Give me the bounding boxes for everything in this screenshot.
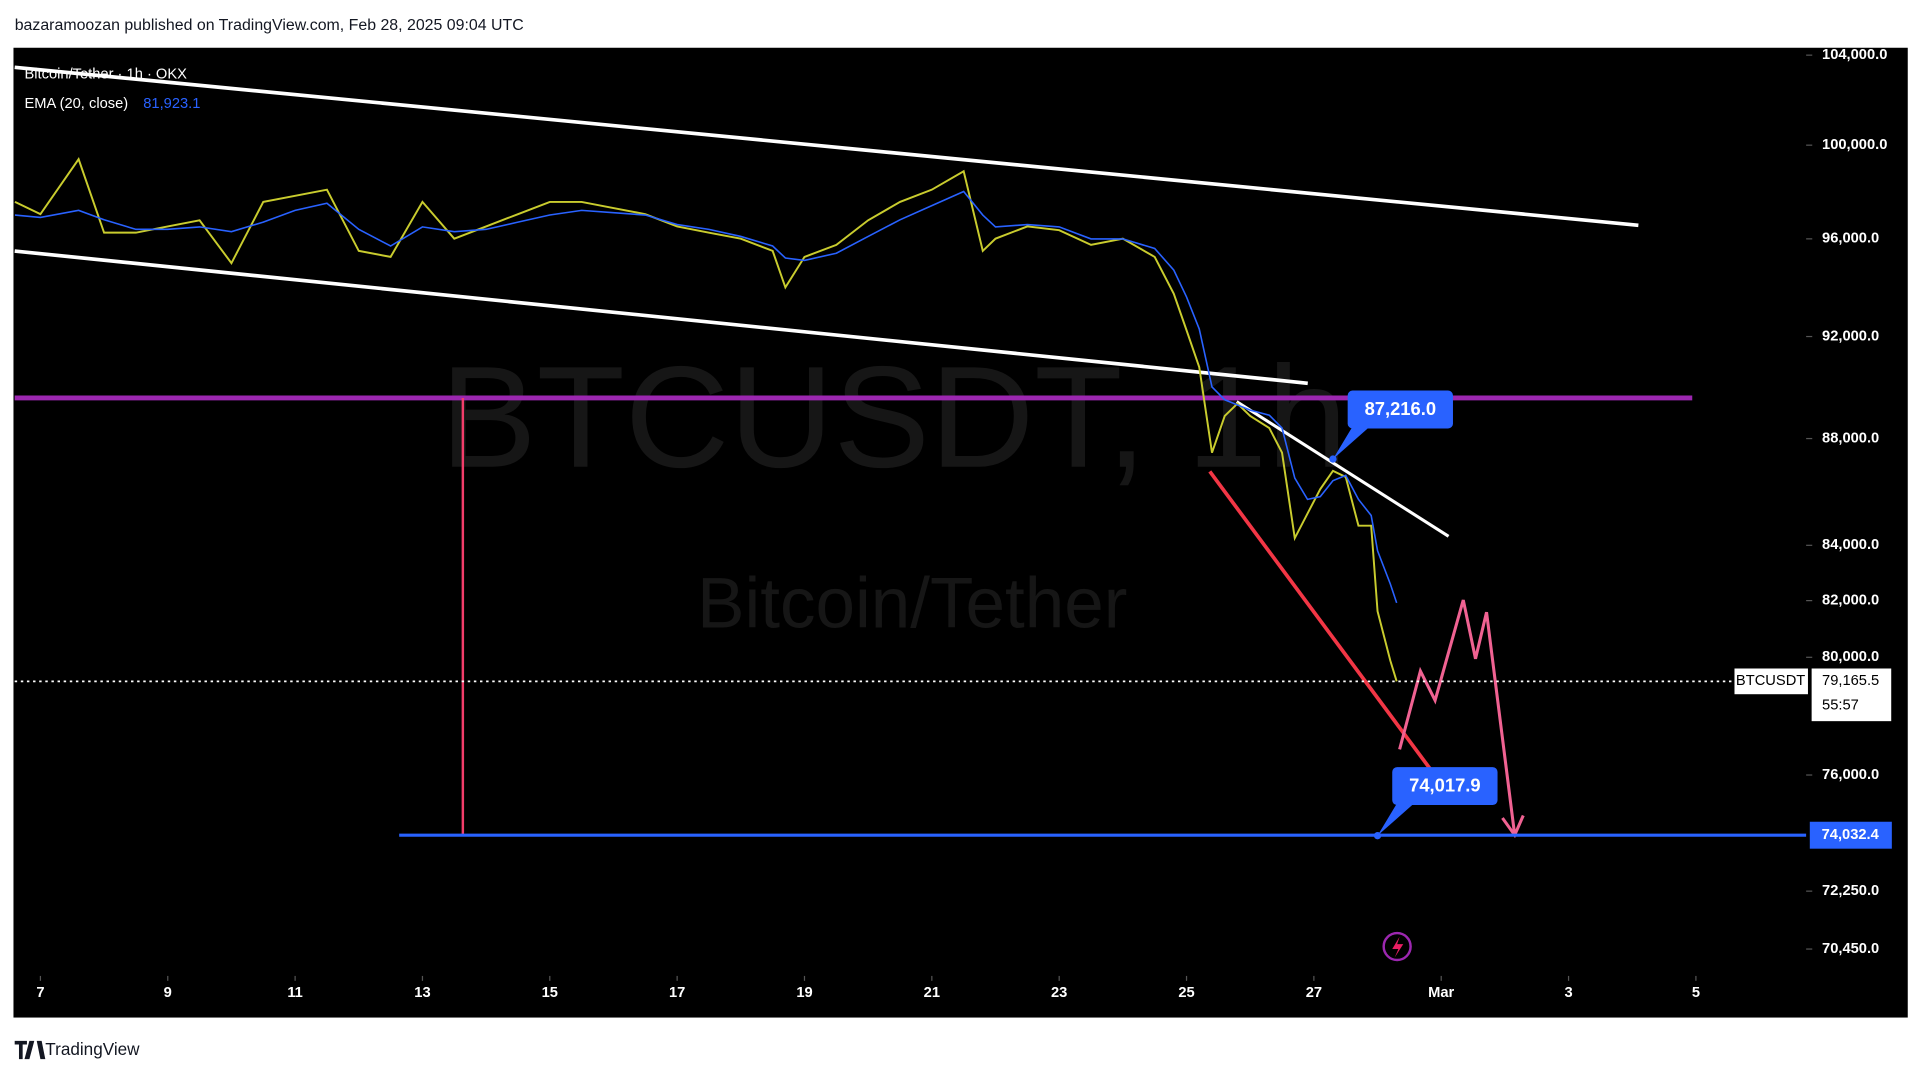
watermark-name: Bitcoin/Tether (697, 564, 1127, 643)
level-label-box (1809, 821, 1892, 849)
alert-icon[interactable] (1382, 931, 1412, 962)
x-tick-label: 19 (796, 985, 812, 1001)
symbol-label: BTCUSDT (1736, 673, 1805, 689)
x-tick-label: 21 (924, 985, 940, 1001)
tv-logo (14, 1040, 46, 1060)
countdown-label: 55:57 (1822, 698, 1859, 714)
x-tick-label: 25 (1178, 985, 1194, 1001)
footer-brand: TradingView (45, 1039, 140, 1059)
x-tick-label: Mar (1428, 985, 1454, 1001)
price-line (14, 157, 1398, 682)
channel-top (14, 65, 1639, 228)
level-label: 74,032.4 (1822, 827, 1880, 843)
chart-background (13, 47, 1908, 1018)
callout-pointer (1332, 422, 1375, 460)
x-tick-label: 7 (36, 985, 44, 1001)
price-box (1810, 667, 1893, 723)
x-tick-label: 5 (1692, 985, 1700, 1001)
x-tick-label: 27 (1306, 985, 1322, 1001)
y-tick-label: 80,000.0 (1822, 649, 1879, 665)
y-tick-label: 82,000.0 (1822, 592, 1879, 608)
y-tick-label: 96,000.0 (1822, 231, 1879, 247)
legend-ema-value: 81,923.1 (143, 96, 200, 112)
x-tick-label: 3 (1564, 985, 1572, 1001)
publish-header: bazaramoozan published on TradingView.co… (15, 17, 524, 34)
symbol-box (1733, 667, 1810, 696)
series: 74,032.4 BTCUSDT 79,165.5 55:57 87,216.0 74,0… (14, 157, 1893, 849)
y-tick-label: 84,000.0 (1822, 537, 1879, 553)
y-tick-label: 104,000.0 (1822, 47, 1887, 63)
wedge-line (1208, 470, 1432, 771)
callout-label: 74,017.9 (1409, 775, 1480, 796)
y-tick-label: 72,250.0 (1822, 883, 1879, 899)
callout-point (1373, 831, 1382, 840)
ema-line (14, 190, 1398, 604)
y-tick-label: 88,000.0 (1822, 430, 1879, 446)
x-tick-label: 23 (1051, 985, 1067, 1001)
y-tick-label: 92,000.0 (1822, 328, 1879, 344)
y-tick-label: 76,000.0 (1822, 767, 1879, 783)
y-tick-label: 70,450.0 (1822, 941, 1879, 957)
x-tick-label: 11 (287, 985, 303, 1001)
legend-ema: EMA (20, close) (24, 96, 128, 112)
y-tick-label: 100,000.0 (1822, 137, 1887, 153)
price-label: 79,165.5 (1822, 673, 1879, 689)
ticks: 104,000.0 100,000.0 96,000.0 92,000.0 88,000… (36, 47, 1887, 1001)
callout-box (1392, 767, 1498, 806)
callout-label: 87,216.0 (1365, 398, 1436, 419)
channel-bottom (14, 249, 1308, 386)
x-tick-label: 17 (669, 985, 685, 1001)
trend-line (1235, 400, 1450, 538)
x-tick-label: 9 (164, 985, 172, 1001)
watermark-symbol: BTCUSDT, 1h (440, 336, 1347, 498)
callout-box (1347, 390, 1453, 429)
x-tick-label: 13 (414, 985, 430, 1001)
callout-point (1329, 455, 1337, 463)
x-tick-label: 15 (542, 985, 558, 1001)
projection-path (1398, 599, 1517, 836)
legend-symbol: Bitcoin/Tether · 1h · OKX (24, 67, 187, 83)
alert-bolt (1392, 936, 1404, 958)
